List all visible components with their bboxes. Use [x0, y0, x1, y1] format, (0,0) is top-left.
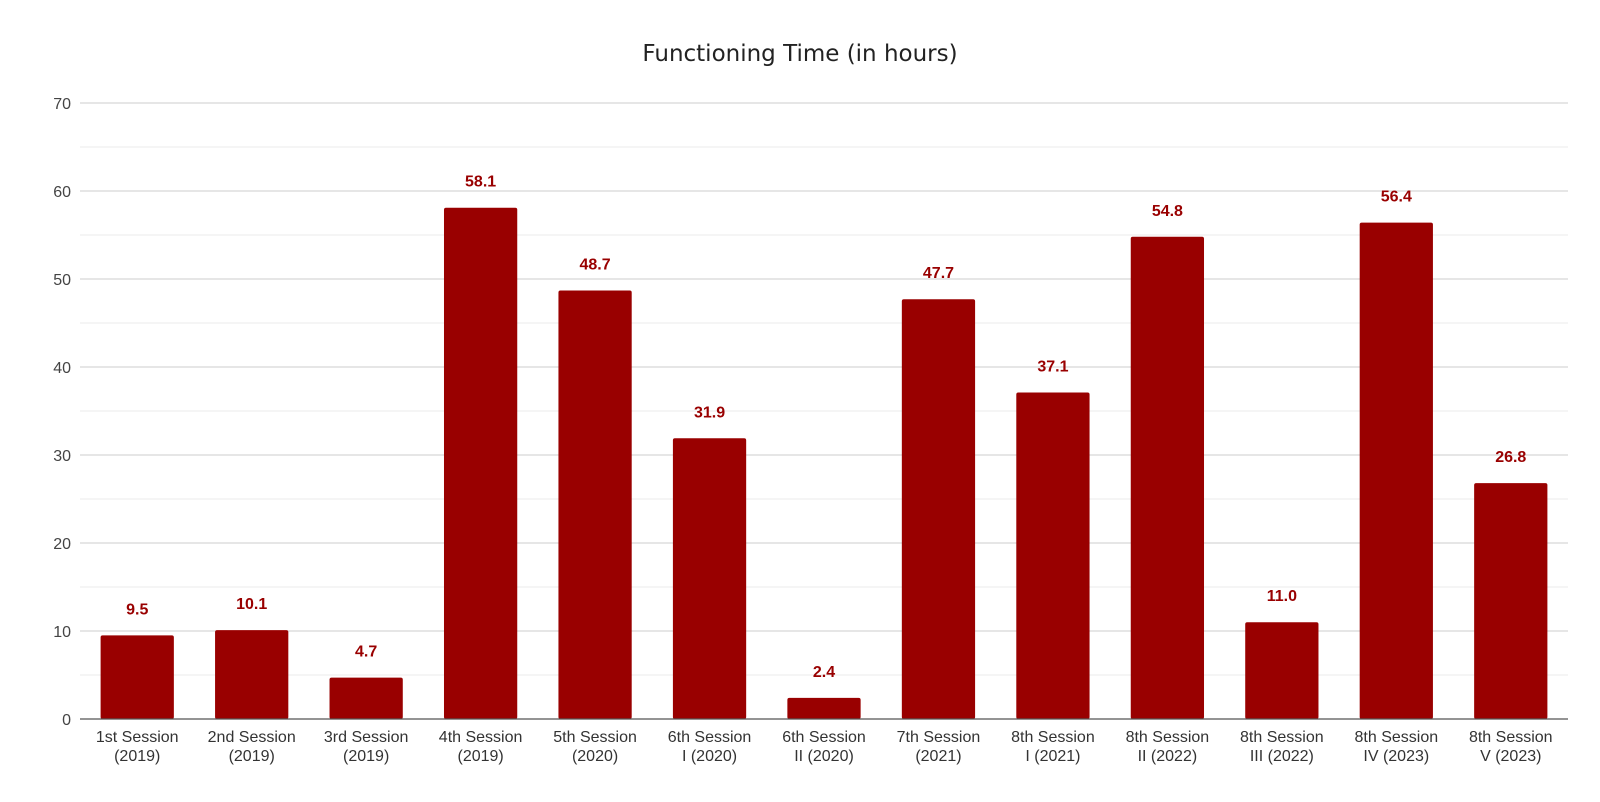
x-tick-label: 8th Session IV (2023) [1355, 729, 1439, 765]
x-tick-label: 8th Session III (2022) [1240, 729, 1324, 765]
data-label: 10.1 [236, 596, 267, 613]
x-tick-label-line: (2019) [457, 748, 503, 765]
x-tick-label-line: II (2020) [794, 748, 854, 765]
x-tick-label-line: 3rd Session [324, 729, 409, 746]
x-tick-label-line: (2019) [229, 748, 275, 765]
gridlines [80, 102, 1568, 676]
data-label: 4.7 [355, 644, 377, 661]
bar [443, 207, 518, 719]
bar [1245, 622, 1319, 719]
bar [672, 438, 747, 719]
x-tick-label-line: II (2022) [1138, 748, 1198, 765]
data-label: 2.4 [813, 664, 835, 681]
x-tick-label: 8th Session I (2021) [1011, 729, 1095, 765]
data-label: 31.9 [694, 404, 725, 421]
x-tick-label-line: 5th Session [553, 729, 637, 746]
y-tick-label: 60 [53, 184, 71, 201]
data-label: 47.7 [923, 265, 954, 282]
x-tick-label-line: 4th Session [439, 729, 523, 746]
x-tick-label-line: (2021) [915, 748, 961, 765]
data-label: 56.4 [1381, 189, 1412, 206]
x-tick-label-line: I (2020) [682, 748, 737, 765]
data-label: 9.5 [126, 601, 148, 618]
y-tick-label: 10 [53, 624, 71, 641]
bar [100, 635, 174, 719]
x-tick-label-line: 8th Session [1240, 729, 1324, 746]
x-tick-label-line: (2019) [114, 748, 160, 765]
data-labels: 9.5 10.1 4.7 58.1 48.7 31.9 2.4 47.7 37.1 54.8 11.… [126, 174, 1526, 681]
x-tick-label: 6th Session I (2020) [668, 729, 752, 765]
x-tick-label: 4th Session (2019) [439, 729, 523, 765]
bars [100, 207, 1548, 719]
x-tick-label: 6th Session II (2020) [782, 729, 866, 765]
data-label: 58.1 [465, 174, 496, 191]
bar [215, 630, 289, 719]
x-tick-label-line: 8th Session [1355, 729, 1439, 746]
x-tick-label-line: 1st Session [96, 729, 179, 746]
x-tick-label: 8th Session V (2023) [1469, 729, 1553, 765]
x-tick-label: 5th Session (2020) [553, 729, 637, 765]
x-tick-label: 8th Session II (2022) [1126, 729, 1210, 765]
x-tick-label-line: 8th Session [1126, 729, 1210, 746]
x-axis: 1st Session (2019)2nd Session (2019)3rd Se… [80, 718, 1568, 765]
y-tick-label: 70 [53, 96, 71, 113]
x-tick-label: 2nd Session (2019) [208, 729, 296, 765]
bar [787, 697, 861, 719]
y-tick-label: 50 [53, 272, 71, 289]
x-tick-label: 1st Session (2019) [96, 729, 179, 765]
x-tick-label-line: (2020) [572, 748, 618, 765]
x-tick-label-line: IV (2023) [1363, 748, 1429, 765]
x-tick-label-line: 6th Session [782, 729, 866, 746]
bar [558, 290, 632, 719]
data-label: 26.8 [1495, 449, 1526, 466]
y-tick-label: 20 [53, 536, 71, 553]
x-tick-label-line: 8th Session [1469, 729, 1553, 746]
x-tick-label: 7th Session (2021) [897, 729, 981, 765]
x-tick-label-line: 7th Session [897, 729, 981, 746]
bar [1474, 483, 1548, 719]
y-tick-label: 0 [62, 712, 71, 729]
bar [329, 677, 403, 719]
bar [1359, 222, 1433, 719]
x-tick-label-line: V (2023) [1480, 748, 1541, 765]
x-tick-label-line: 8th Session [1011, 729, 1095, 746]
bar [1130, 236, 1205, 719]
y-axis: 0 10 20 30 40 50 60 70 [53, 96, 71, 729]
chart-title: Functioning Time (in hours) [642, 41, 957, 67]
x-tick-label-line: (2019) [343, 748, 389, 765]
bar [901, 299, 976, 719]
data-label: 11.0 [1267, 588, 1297, 605]
data-label: 54.8 [1152, 203, 1183, 220]
x-tick-label-line: III (2022) [1250, 748, 1314, 765]
data-label: 37.1 [1037, 359, 1068, 376]
bar [1016, 392, 1090, 719]
x-tick-label-line: I (2021) [1025, 748, 1080, 765]
data-label: 48.7 [580, 256, 611, 273]
y-tick-label: 30 [53, 448, 71, 465]
x-tick-label-line: 2nd Session [208, 729, 296, 746]
y-tick-label: 40 [53, 360, 71, 377]
x-tick-label-line: 6th Session [668, 729, 752, 746]
x-tick-label: 3rd Session (2019) [324, 729, 409, 765]
